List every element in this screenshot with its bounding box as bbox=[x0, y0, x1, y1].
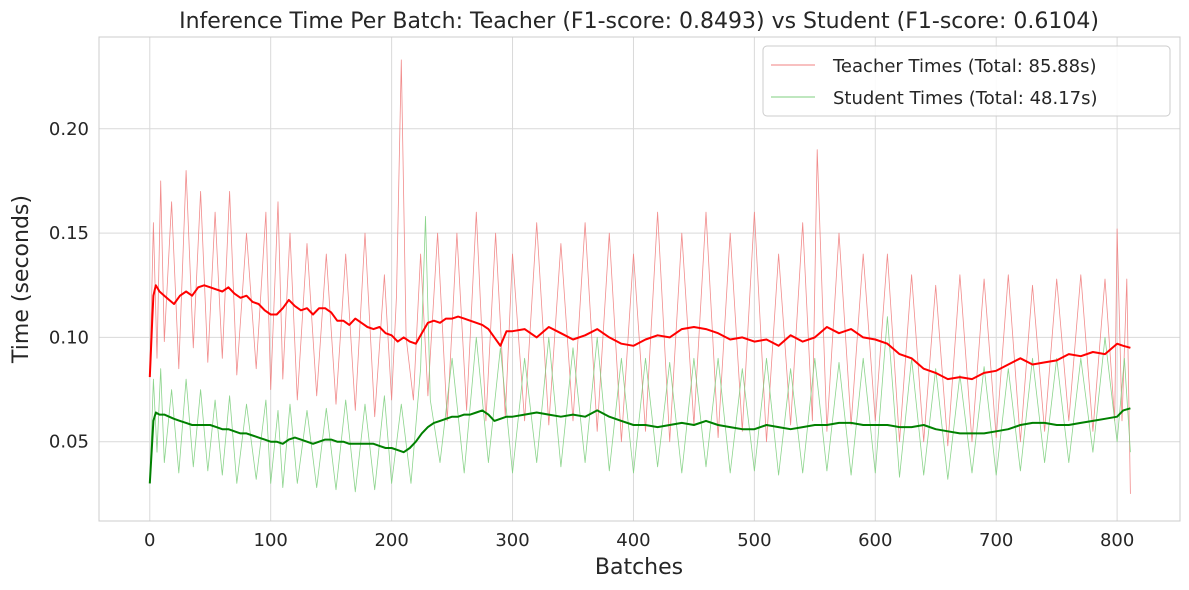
y-tick-label: 0.10 bbox=[49, 327, 89, 348]
legend-label-teacher: Teacher Times (Total: 85.88s) bbox=[832, 56, 1096, 77]
x-tick-label: 500 bbox=[737, 530, 771, 551]
x-tick-label: 700 bbox=[979, 530, 1013, 551]
legend: Teacher Times (Total: 85.88s) Student Ti… bbox=[762, 45, 1171, 117]
series-layer bbox=[148, 59, 1131, 494]
legend-label-student: Student Times (Total: 48.17s) bbox=[833, 88, 1098, 109]
teacher-raw-line bbox=[149, 59, 1131, 494]
chart-title: Inference Time Per Batch: Teacher (F1-sc… bbox=[179, 9, 1099, 34]
y-tick-label: 0.20 bbox=[49, 119, 89, 140]
x-tick-label: 300 bbox=[495, 530, 529, 551]
x-tick-label: 100 bbox=[254, 530, 288, 551]
x-tick-label: 200 bbox=[374, 530, 408, 551]
y-tick-label: 0.15 bbox=[49, 223, 89, 244]
legend-box bbox=[762, 45, 1171, 117]
teacher-smoothed-line bbox=[148, 284, 1131, 381]
x-axis-title: Batches bbox=[595, 555, 683, 580]
x-tick-label: 600 bbox=[858, 530, 892, 551]
y-tick-label: 0.05 bbox=[49, 432, 89, 453]
x-tick-label: 400 bbox=[616, 530, 650, 551]
x-tick-label: 0 bbox=[144, 530, 155, 551]
plot-frame bbox=[98, 36, 1181, 522]
y-axis-title: Time (seconds) bbox=[9, 195, 34, 364]
x-tick-label: 800 bbox=[1100, 530, 1134, 551]
tick-layer: 0 100 200 300 400 500 600 700 800 0.05 0.10 0.15 0.2… bbox=[49, 119, 1134, 551]
student-smoothed-line bbox=[148, 407, 1131, 484]
student-raw-line bbox=[149, 215, 1131, 493]
